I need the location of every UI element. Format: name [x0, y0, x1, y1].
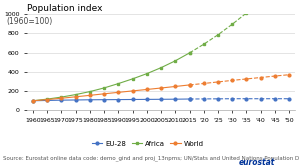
Text: Source: Eurostat online data code: demo_gind and proj_13npms; UN/Stats and Unite: Source: Eurostat online data code: demo_…: [3, 156, 299, 161]
Legend: EU-28, Africa, World: EU-28, Africa, World: [89, 138, 206, 149]
Text: eurostat: eurostat: [239, 158, 276, 167]
Text: Population index: Population index: [27, 4, 103, 13]
Text: (1960=100): (1960=100): [6, 17, 52, 26]
